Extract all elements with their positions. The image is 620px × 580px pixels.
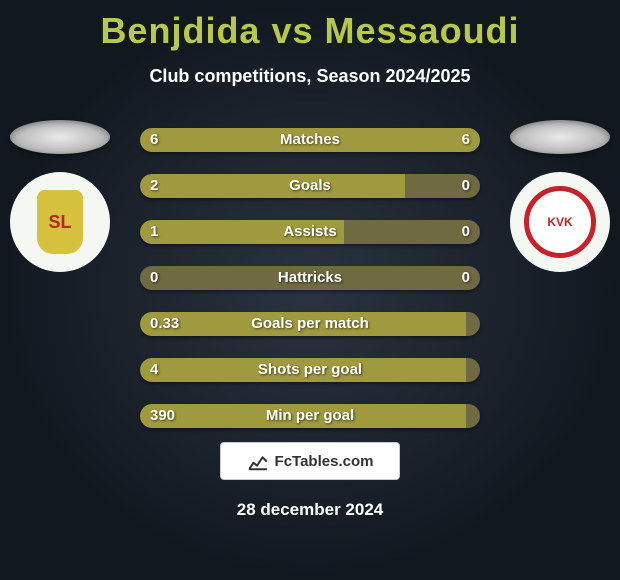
stat-value-right: 0 bbox=[462, 220, 470, 244]
club-logo-right-ring: KVK bbox=[524, 186, 596, 258]
stat-row: 1Assists0 bbox=[140, 220, 480, 244]
club-logo-left-label: SL bbox=[48, 212, 71, 233]
stats-container: 6Matches62Goals01Assists00Hattricks00.33… bbox=[140, 128, 480, 450]
chart-icon bbox=[247, 450, 269, 472]
club-logo-right-label: KVK bbox=[547, 215, 572, 229]
club-logo-left-shield: SL bbox=[37, 190, 83, 254]
page-title: Benjdida vs Messaoudi bbox=[0, 0, 620, 52]
stat-label: Matches bbox=[140, 128, 480, 152]
stat-row: 6Matches6 bbox=[140, 128, 480, 152]
stat-value-right: 0 bbox=[462, 174, 470, 198]
player-silhouette-placeholder bbox=[10, 120, 110, 154]
stat-label: Goals per match bbox=[140, 312, 480, 336]
date-label: 28 december 2024 bbox=[0, 500, 620, 520]
stat-label: Hattricks bbox=[140, 266, 480, 290]
stat-row: 0.33Goals per match bbox=[140, 312, 480, 336]
club-logo-left: SL bbox=[10, 172, 110, 272]
stat-label: Assists bbox=[140, 220, 480, 244]
club-logo-right: KVK bbox=[510, 172, 610, 272]
stat-label: Min per goal bbox=[140, 404, 480, 428]
player-silhouette-placeholder bbox=[510, 120, 610, 154]
page-subtitle: Club competitions, Season 2024/2025 bbox=[0, 66, 620, 87]
stat-value-right: 0 bbox=[462, 266, 470, 290]
brand-badge[interactable]: FcTables.com bbox=[220, 442, 400, 480]
stat-row: 4Shots per goal bbox=[140, 358, 480, 382]
stat-label: Goals bbox=[140, 174, 480, 198]
left-player-column: SL bbox=[0, 120, 120, 272]
brand-label: FcTables.com bbox=[275, 453, 374, 470]
right-player-column: KVK bbox=[500, 120, 620, 272]
stat-row: 2Goals0 bbox=[140, 174, 480, 198]
stat-row: 0Hattricks0 bbox=[140, 266, 480, 290]
stat-value-right: 6 bbox=[462, 128, 470, 152]
stat-label: Shots per goal bbox=[140, 358, 480, 382]
stat-row: 390Min per goal bbox=[140, 404, 480, 428]
